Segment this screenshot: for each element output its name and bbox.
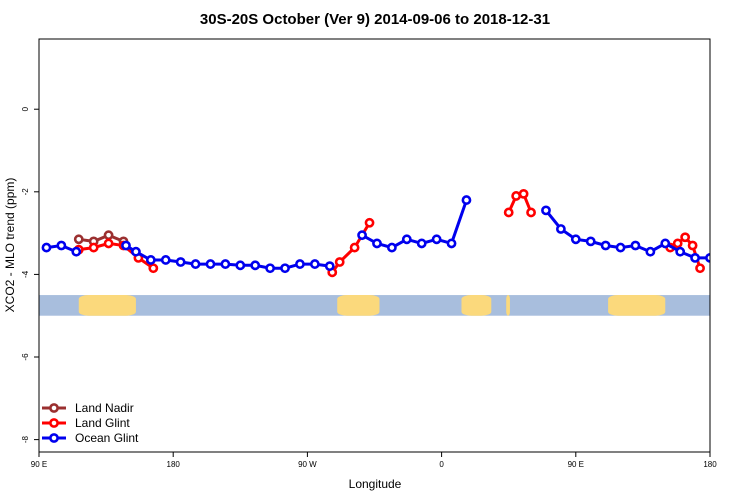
- y-tick-label: 0: [21, 106, 30, 111]
- data-point-ocean-glint: [675, 246, 686, 257]
- data-point-land-glint: [103, 238, 114, 249]
- data-point-ocean-glint: [570, 234, 581, 245]
- land-region: [608, 295, 666, 316]
- data-point-ocean-glint: [357, 230, 367, 241]
- data-point-ocean-glint: [615, 242, 626, 253]
- land-region: [461, 295, 492, 316]
- data-point-land-glint: [364, 217, 375, 228]
- data-point-land-glint: [511, 191, 522, 201]
- land-region: [337, 295, 380, 316]
- x-tick-label: 90 E: [31, 460, 47, 469]
- data-point-ocean-glint: [295, 259, 305, 269]
- data-point-land-glint: [526, 207, 536, 218]
- data-point-ocean-glint: [585, 236, 596, 247]
- data-point-land-glint: [518, 188, 529, 199]
- x-tick-label: 180: [167, 460, 181, 469]
- data-point-ocean-glint: [190, 259, 201, 269]
- data-point-ocean-glint: [309, 259, 320, 269]
- series-line-ocean-glint: [544, 209, 710, 260]
- data-point-ocean-glint: [705, 252, 710, 263]
- data-point-ocean-glint: [660, 238, 671, 249]
- data-point-land-glint: [334, 257, 345, 267]
- y-tick-label: -8: [21, 436, 30, 444]
- chart-title: 30S-20S October (Ver 9) 2014-09-06 to 20…: [200, 11, 550, 28]
- data-point-ocean-glint: [121, 240, 131, 251]
- data-point-ocean-glint: [555, 224, 566, 234]
- data-point-ocean-glint: [416, 238, 427, 249]
- series-layer: [41, 188, 728, 278]
- data-point-ocean-glint: [205, 259, 216, 269]
- data-point-ocean-glint: [160, 255, 171, 265]
- data-point-land-glint: [88, 242, 99, 253]
- data-point-land-glint: [672, 238, 683, 249]
- data-point-ocean-glint: [461, 195, 472, 205]
- data-point-land-glint: [687, 240, 698, 251]
- legend-swatch-marker: [49, 418, 59, 428]
- y-tick-label: -4: [21, 270, 30, 278]
- legend-swatch-marker: [49, 403, 59, 413]
- series-line-land-nadir: [78, 233, 125, 243]
- data-point-ocean-glint: [280, 263, 290, 274]
- data-point-ocean-glint: [220, 259, 231, 269]
- legend-item-land-glint: Land Glint: [42, 416, 130, 430]
- data-point-land-glint: [680, 232, 691, 243]
- y-tick-label: -2: [21, 188, 30, 196]
- axes: 90 E 180 90 W 0 90 E 180 0 -2 -4 -6 -8: [21, 106, 717, 469]
- x-tick-label: 0: [439, 460, 444, 469]
- data-point-ocean-glint: [431, 234, 442, 245]
- data-point-ocean-glint: [71, 246, 82, 257]
- data-point-ocean-glint: [372, 238, 382, 249]
- data-point-ocean-glint: [145, 255, 156, 265]
- land-region: [78, 295, 136, 316]
- data-point-ocean-glint: [56, 240, 67, 251]
- y-tick-label: -6: [21, 353, 30, 361]
- data-point-ocean-glint: [386, 242, 397, 253]
- data-point-ocean-glint: [250, 260, 261, 271]
- land-region: [506, 295, 510, 316]
- data-point-land-glint: [503, 207, 514, 218]
- data-point-land-nadir: [73, 234, 84, 245]
- legend-swatch-marker: [49, 433, 59, 443]
- legend-label: Land Nadir: [75, 401, 134, 415]
- data-point-ocean-glint: [630, 240, 641, 251]
- data-point-ocean-glint: [541, 205, 551, 216]
- data-point-land-glint: [148, 263, 159, 274]
- data-point-ocean-glint: [690, 252, 700, 263]
- y-axis-label: XCO2 - MLO trend (ppm): [3, 178, 17, 313]
- data-point-ocean-glint: [324, 261, 335, 272]
- data-point-land-glint: [695, 263, 705, 274]
- data-point-land-nadir: [103, 230, 114, 241]
- data-point-ocean-glint: [131, 246, 141, 257]
- data-point-ocean-glint: [446, 238, 457, 249]
- data-point-ocean-glint: [235, 260, 246, 271]
- series-ocean-glint: [41, 195, 728, 274]
- data-point-ocean-glint: [645, 246, 656, 257]
- x-tick-label: 180: [703, 460, 717, 469]
- data-point-ocean-glint: [41, 242, 52, 253]
- land-ocean-band: [39, 295, 710, 316]
- legend-label: Ocean Glint: [75, 431, 139, 445]
- data-point-ocean-glint: [175, 257, 186, 267]
- x-tick-label: 90 E: [568, 460, 584, 469]
- data-point-land-glint: [349, 242, 360, 253]
- x-axis-label: Longitude: [349, 477, 402, 491]
- data-point-ocean-glint: [265, 263, 276, 274]
- data-point-ocean-glint: [721, 254, 728, 261]
- data-point-ocean-glint: [401, 234, 412, 245]
- legend-item-land-nadir: Land Nadir: [42, 401, 134, 415]
- legend-label: Land Glint: [75, 416, 130, 430]
- legend-item-ocean-glint: Ocean Glint: [42, 431, 139, 445]
- data-point-ocean-glint: [600, 240, 611, 251]
- plot-frame: [38, 38, 711, 453]
- x-tick-label: 90 W: [298, 460, 317, 469]
